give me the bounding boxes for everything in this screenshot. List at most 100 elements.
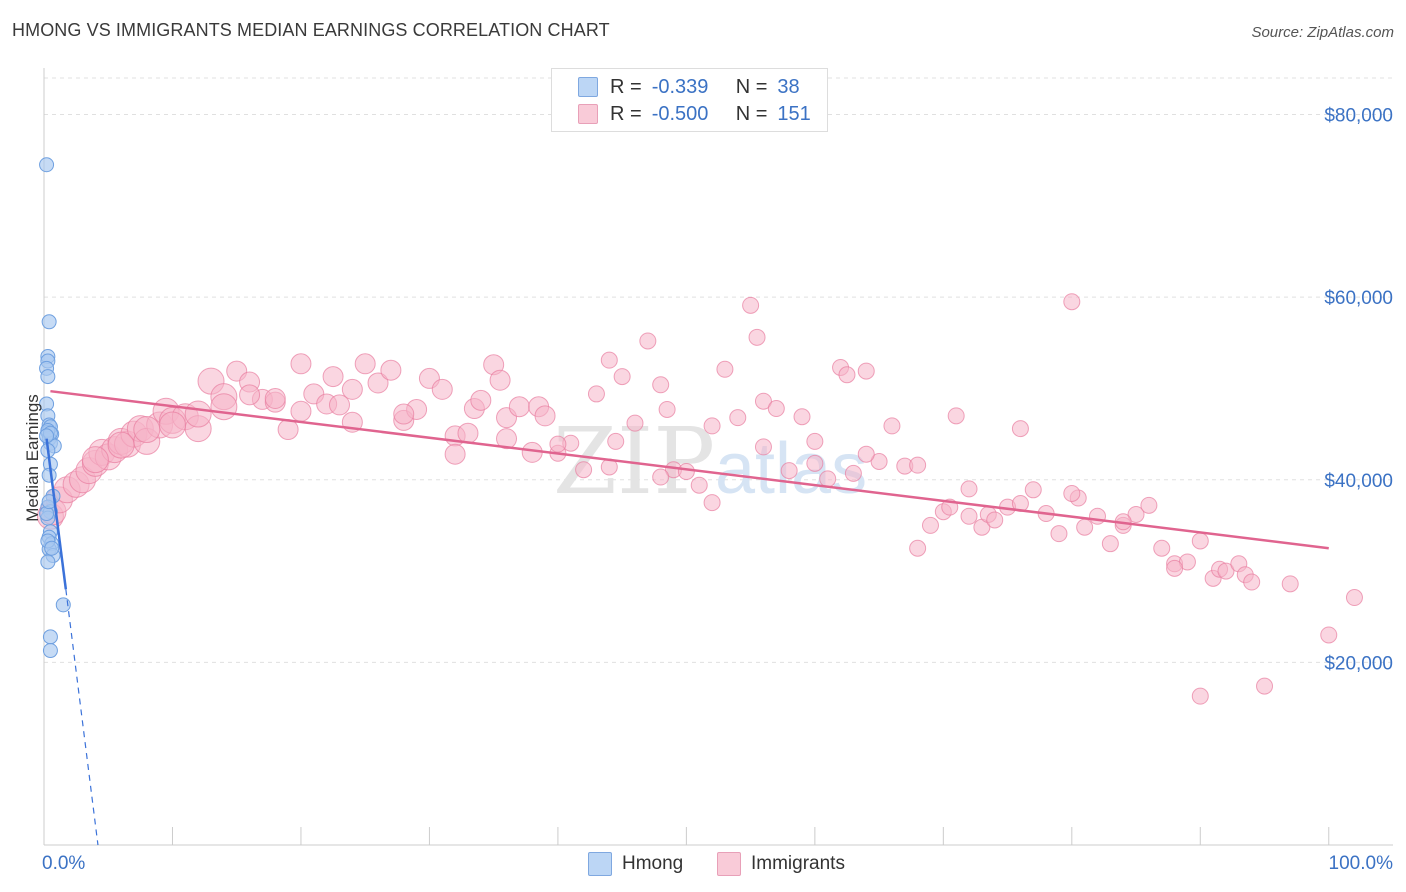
immigrants-point: [380, 359, 402, 381]
immigrants-point: [1140, 496, 1158, 514]
hmong-point: [40, 554, 56, 570]
immigrants-point: [489, 369, 511, 391]
immigrants-point: [960, 507, 978, 525]
immigrants-point: [1024, 481, 1042, 499]
legend-r-label: R =: [610, 102, 642, 125]
source-label: Source: ZipAtlas.com: [1251, 24, 1394, 41]
immigrants-point: [806, 432, 824, 450]
x-tick-label: 100.0%: [1329, 853, 1394, 874]
hmong-point: [40, 369, 56, 385]
immigrants-point: [883, 417, 901, 435]
immigrants-point: [947, 407, 965, 425]
hmong-trend-line: [45, 438, 68, 590]
immigrants-point: [857, 445, 875, 463]
immigrants-point: [1089, 507, 1107, 525]
immigrants-point: [1166, 559, 1184, 577]
trend-lines: [45, 389, 1329, 846]
immigrants-swatch: [717, 852, 741, 876]
immigrants-point: [767, 400, 785, 418]
hmong-point: [39, 157, 55, 173]
immigrants-point: [444, 443, 466, 465]
immigrants-point: [658, 400, 676, 418]
y-tick-label: $20,000: [1324, 653, 1393, 674]
immigrants-point: [1281, 575, 1299, 593]
hmong-point: [42, 629, 58, 645]
immigrants-point: [549, 435, 567, 453]
legend-n-label: N =: [735, 75, 768, 98]
immigrants-point: [857, 362, 875, 380]
immigrants-point: [107, 431, 135, 459]
hmong-point: [41, 467, 57, 483]
hmong-point: [44, 540, 60, 556]
bottom-legend-label: Immigrants: [751, 853, 845, 874]
immigrants-point: [1011, 420, 1029, 438]
immigrants-point: [870, 453, 888, 470]
immigrants-point: [677, 463, 695, 481]
immigrants-point: [960, 480, 978, 498]
immigrants-point: [277, 419, 299, 441]
immigrants-point: [290, 353, 312, 375]
tick-labels: $20,000 $40,000 $60,000 $80,000 0.0% 100.0%: [42, 106, 1393, 874]
immigrants-point: [457, 422, 479, 444]
immigrants-point: [508, 396, 530, 418]
immigrants-point: [322, 366, 344, 388]
immigrants-point: [1256, 677, 1274, 695]
immigrants-point: [470, 389, 492, 411]
correlation-legend: R = -0.339 N = 38 R = -0.500 N = 151: [551, 68, 828, 132]
immigrants-point: [81, 446, 109, 474]
immigrants-point: [909, 456, 927, 474]
immigrants-point: [716, 360, 734, 378]
legend-row-hmong: R = -0.339 N = 38: [552, 74, 800, 100]
y-tick-label: $60,000: [1324, 288, 1393, 309]
immigrants-point: [1243, 573, 1261, 591]
immigrants-point: [1076, 518, 1094, 536]
immigrants-point: [748, 328, 766, 346]
immigrants-point: [264, 387, 286, 409]
bottom-legend-hmong: Hmong: [588, 852, 683, 876]
legend-r-label: R =: [610, 75, 642, 98]
immigrants-point: [210, 393, 238, 421]
immigrants-point: [1191, 687, 1209, 705]
y-tick-label: $40,000: [1324, 471, 1393, 492]
immigrants-point: [1063, 293, 1081, 311]
chart-title: HMONG VS IMMIGRANTS MEDIAN EARNINGS CORR…: [12, 20, 610, 40]
immigrants-point: [328, 394, 350, 416]
immigrants-point: [290, 400, 312, 422]
immigrants-point: [587, 385, 605, 403]
immigrants-point: [652, 376, 670, 394]
hmong-swatch: [588, 852, 612, 876]
immigrants-point: [838, 366, 856, 384]
immigrants-point: [496, 428, 518, 450]
legend-n-value: 151: [777, 102, 811, 125]
y-tick-label: $80,000: [1324, 106, 1393, 127]
immigrants-swatch: [578, 104, 598, 124]
hmong-points: [39, 157, 71, 659]
legend-n-value: 38: [777, 75, 800, 98]
y-axis-label: Median Earnings: [23, 394, 42, 522]
immigrants-point: [431, 378, 453, 400]
legend-r-value: -0.500: [651, 102, 709, 125]
immigrants-point: [806, 454, 824, 472]
immigrants-point: [133, 416, 161, 444]
immigrants-point: [639, 332, 657, 350]
immigrants-point: [184, 400, 212, 428]
legend-r-value: -0.339: [651, 75, 709, 98]
legend-n-label: N =: [735, 102, 768, 125]
x-tick-label: 0.0%: [42, 853, 85, 874]
immigrants-point: [600, 351, 618, 369]
immigrants-point: [703, 494, 721, 512]
immigrants-point: [729, 409, 747, 427]
immigrants-point: [844, 464, 862, 482]
immigrants-point: [393, 403, 415, 425]
immigrants-point: [652, 468, 670, 486]
immigrants-point: [703, 417, 721, 435]
hmong-point: [41, 314, 57, 330]
immigrants-point: [626, 414, 644, 432]
immigrants-point: [1101, 535, 1119, 553]
hmong-trend-extension: [65, 589, 99, 846]
immigrants-trend-line: [50, 389, 1329, 550]
immigrants-point: [1217, 562, 1235, 580]
immigrants-point: [793, 408, 811, 426]
hmong-swatch: [578, 77, 598, 97]
